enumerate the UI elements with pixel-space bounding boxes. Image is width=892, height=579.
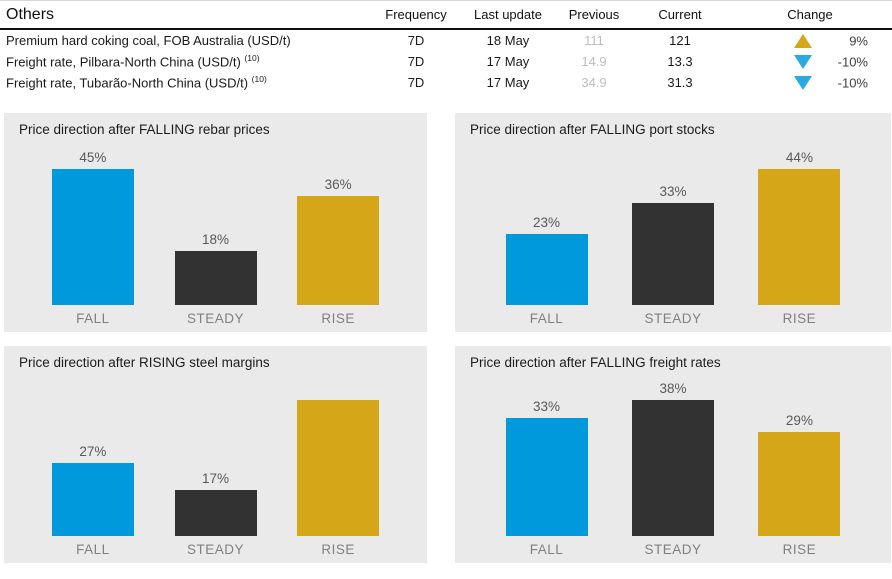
bar-value-label: 45% [79,150,107,165]
bar-rise [297,196,380,305]
row-previous: 111 [584,33,604,48]
bar-steady [174,251,257,305]
category-label: FALL [529,311,564,326]
chart-panel: Price direction after FALLING port stock… [455,113,891,332]
col-header-current: Current [658,7,702,22]
category-label: FALL [76,542,110,557]
category-label: RISE [782,542,817,557]
bar-value-label: 38% [659,381,687,396]
bar-rise [758,169,841,305]
bar-steady [632,400,714,536]
row-frequency: 7D [407,75,425,90]
bar-value-label: 36% [324,177,352,192]
row-previous: 14.9 [581,54,607,69]
bar-steady [632,203,714,305]
row-frequency: 7D [407,54,425,69]
col-header-frequency: Frequency [385,7,447,22]
bar-rise [297,400,380,536]
change-down-icon [794,75,812,90]
category-label: RISE [321,542,355,557]
col-header-last-update: Last update [474,7,542,22]
bar-rise [758,432,841,536]
category-label: FALL [76,311,110,326]
row-current: 121 [669,33,691,48]
category-label: STEADY [186,542,245,557]
row-footnote: (10) [244,53,260,64]
chart-panel: Price direction after FALLING freight ra… [455,346,891,563]
category-label: RISE [321,311,355,326]
bar-fall [51,169,134,305]
row-current: 31.3 [667,75,693,90]
chart-panel: Price direction after FALLING rebar pric… [4,113,427,332]
bar-value-label: 33% [659,184,687,199]
category-label: STEADY [644,542,702,557]
bar-fall [505,234,588,305]
row-change: 9% [728,30,892,51]
chart-title: Price direction after FALLING port stock… [470,122,715,137]
table-row: Premium hard coking coal, FOB Australia … [0,30,892,51]
bar-fall [505,418,588,536]
table-row: Freight rate, Pilbara-North China (USD/t… [0,51,892,72]
bar-value-label: 18% [201,232,230,247]
change-up-icon [794,33,812,48]
bar-value-label: 44% [785,150,813,165]
bar-fall [51,463,134,536]
row-name: Freight rate, Pilbara-North China (USD/t… [6,53,260,70]
bar-value-label: 17% [201,471,230,486]
row-footnote: (10) [251,74,267,85]
col-header-change: Change [787,7,833,22]
category-label: FALL [529,542,564,557]
row-frequency: 7D [407,33,425,48]
bar-value-label: 29% [785,413,813,428]
category-label: STEADY [644,311,702,326]
table-body: Premium hard coking coal, FOB Australia … [0,30,892,93]
row-last-update: 18 May [486,33,530,48]
row-last-update: 17 May [486,75,530,90]
bar-value-label: 27% [79,444,107,459]
category-label: RISE [782,311,817,326]
bar-value-label: 33% [533,399,561,414]
change-down-icon [794,54,812,69]
col-header-previous: Previous [568,7,620,22]
chart-title: Price direction after RISING steel margi… [19,355,270,370]
bar-value-label: 23% [533,215,561,230]
chart-panel: Price direction after RISING steel margi… [4,346,427,563]
table-row: Freight rate, Tubarão-North China (USD/t… [0,72,892,93]
bar-steady [174,490,257,536]
row-current: 13.3 [667,54,693,69]
row-previous: 34.9 [581,75,607,90]
row-change: -10% [728,51,892,72]
change-percent: -10% [837,54,868,69]
category-label: STEADY [186,311,245,326]
table-header-row: Others Frequency Last update Previous Cu… [0,0,892,30]
chart-title: Price direction after FALLING rebar pric… [19,122,270,137]
chart-title: Price direction after FALLING freight ra… [470,355,721,370]
row-name: Premium hard coking coal, FOB Australia … [6,33,291,48]
row-change: -10% [728,72,892,93]
change-percent: -10% [837,75,868,90]
row-name: Freight rate, Tubarão-North China (USD/t… [6,74,267,91]
row-last-update: 17 May [486,54,530,69]
table-title: Others [6,5,55,23]
change-percent: 9% [849,33,868,48]
